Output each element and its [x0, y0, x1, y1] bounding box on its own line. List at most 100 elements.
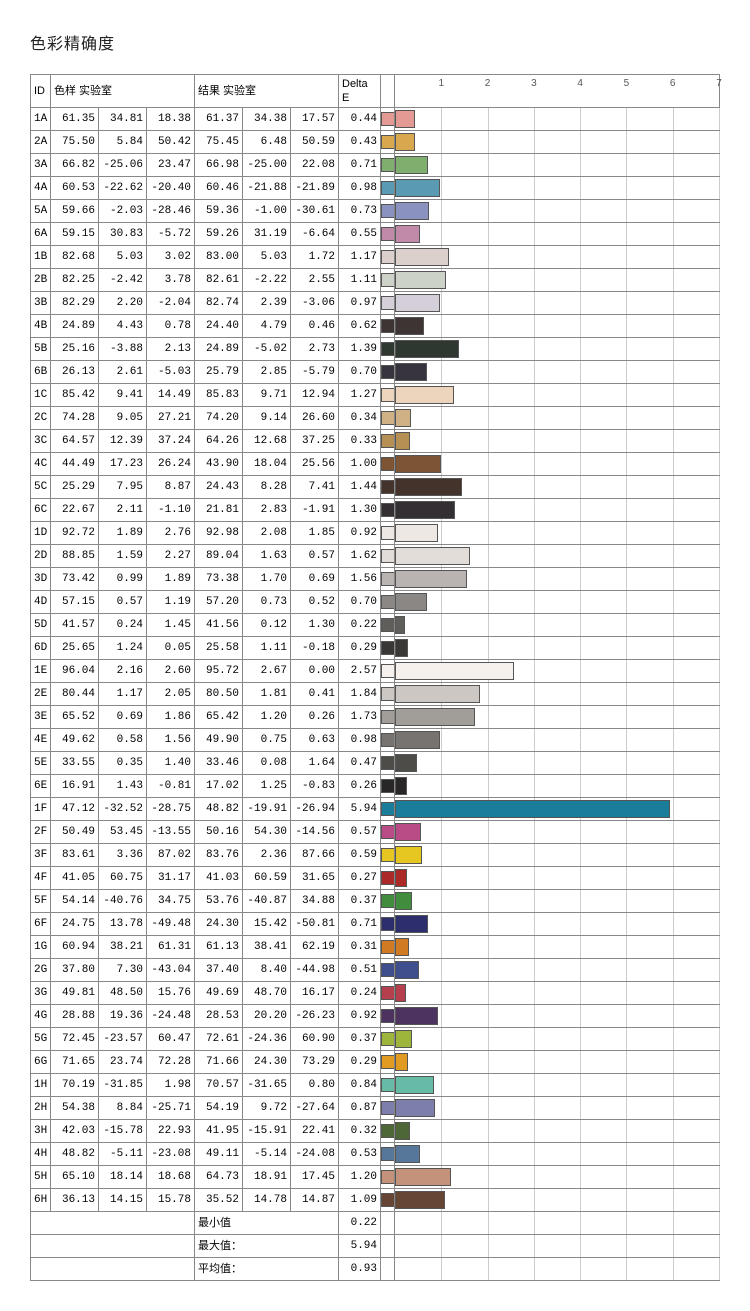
- delta-bar: [395, 961, 419, 979]
- color-swatch: [381, 365, 395, 379]
- cell-result: 83.00: [195, 246, 243, 269]
- cell-swatch: [381, 430, 395, 453]
- cell-id: 4F: [31, 867, 51, 890]
- color-swatch: [381, 710, 395, 724]
- color-swatch: [381, 503, 395, 517]
- summary-blank: [381, 1235, 395, 1258]
- cell-bar: [395, 453, 720, 476]
- cell-sample: 24.75: [51, 913, 99, 936]
- color-swatch: [381, 273, 395, 287]
- cell-sample: -22.62: [99, 177, 147, 200]
- cell-bar: [395, 476, 720, 499]
- color-swatch: [381, 158, 395, 172]
- table-row: 4B 24.89 4.43 0.78 24.40 4.79 0.460.62: [31, 315, 720, 338]
- cell-id: 1D: [31, 522, 51, 545]
- color-swatch: [381, 664, 395, 678]
- cell-sample: 22.67: [51, 499, 99, 522]
- color-swatch: [381, 963, 395, 977]
- cell-result: 2.36: [243, 844, 291, 867]
- cell-sample: 60.75: [99, 867, 147, 890]
- delta-bar: [395, 455, 441, 473]
- delta-bar: [395, 823, 421, 841]
- table-row: 2D 88.85 1.59 2.27 89.04 1.63 0.571.62: [31, 545, 720, 568]
- cell-sample: 92.72: [51, 522, 99, 545]
- cell-sample: 28.88: [51, 1005, 99, 1028]
- cell-result: 34.88: [291, 890, 339, 913]
- cell-result: 60.46: [195, 177, 243, 200]
- cell-result: 59.36: [195, 200, 243, 223]
- cell-sample: 41.05: [51, 867, 99, 890]
- cell-bar: [395, 361, 720, 384]
- cell-result: 73.29: [291, 1051, 339, 1074]
- cell-sample: 22.93: [147, 1120, 195, 1143]
- cell-result: -5.79: [291, 361, 339, 384]
- cell-result: 4.79: [243, 315, 291, 338]
- cell-bar: [395, 545, 720, 568]
- cell-bar: [395, 775, 720, 798]
- cell-delta: 1.39: [339, 338, 381, 361]
- cell-id: 3F: [31, 844, 51, 867]
- cell-sample: 72.28: [147, 1051, 195, 1074]
- cell-sample: 34.75: [147, 890, 195, 913]
- cell-sample: 25.16: [51, 338, 99, 361]
- cell-sample: 60.47: [147, 1028, 195, 1051]
- cell-id: 2H: [31, 1097, 51, 1120]
- cell-id: 6A: [31, 223, 51, 246]
- cell-bar: [395, 131, 720, 154]
- cell-delta: 0.51: [339, 959, 381, 982]
- cell-id: 6F: [31, 913, 51, 936]
- color-swatch: [381, 871, 395, 885]
- cell-sample: 9.41: [99, 384, 147, 407]
- cell-result: 87.66: [291, 844, 339, 867]
- hdr-axis: 1234567: [395, 75, 720, 108]
- cell-sample: -20.40: [147, 177, 195, 200]
- cell-swatch: [381, 476, 395, 499]
- cell-delta: 0.33: [339, 430, 381, 453]
- cell-result: 12.68: [243, 430, 291, 453]
- axis-tick: 1: [439, 77, 445, 91]
- color-swatch: [381, 480, 395, 494]
- cell-result: 15.42: [243, 913, 291, 936]
- color-swatch: [381, 1009, 395, 1023]
- cell-result: 2.83: [243, 499, 291, 522]
- cell-delta: 0.26: [339, 775, 381, 798]
- cell-swatch: [381, 798, 395, 821]
- cell-bar: [395, 384, 720, 407]
- color-swatch: [381, 1147, 395, 1161]
- cell-sample: 14.49: [147, 384, 195, 407]
- cell-sample: 23.47: [147, 154, 195, 177]
- cell-swatch: [381, 1189, 395, 1212]
- cell-sample: -31.85: [99, 1074, 147, 1097]
- cell-sample: -32.52: [99, 798, 147, 821]
- table-row: 4F 41.05 60.75 31.17 41.03 60.59 31.650.…: [31, 867, 720, 890]
- cell-result: 24.30: [195, 913, 243, 936]
- hdr-id: ID: [31, 75, 51, 108]
- cell-result: 85.83: [195, 384, 243, 407]
- cell-id: 3D: [31, 568, 51, 591]
- cell-bar: [395, 407, 720, 430]
- cell-delta: 1.30: [339, 499, 381, 522]
- color-swatch: [381, 227, 395, 241]
- cell-sample: -40.76: [99, 890, 147, 913]
- cell-result: 0.52: [291, 591, 339, 614]
- cell-result: -31.65: [243, 1074, 291, 1097]
- cell-sample: 61.35: [51, 108, 99, 131]
- cell-delta: 0.32: [339, 1120, 381, 1143]
- cell-delta: 0.31: [339, 936, 381, 959]
- cell-id: 4A: [31, 177, 51, 200]
- cell-result: 1.85: [291, 522, 339, 545]
- cell-result: 24.30: [243, 1051, 291, 1074]
- cell-result: 92.98: [195, 522, 243, 545]
- delta-bar: [395, 225, 420, 243]
- cell-sample: 80.44: [51, 683, 99, 706]
- cell-sample: 57.15: [51, 591, 99, 614]
- cell-result: 1.25: [243, 775, 291, 798]
- cell-sample: 66.82: [51, 154, 99, 177]
- cell-result: 49.11: [195, 1143, 243, 1166]
- cell-swatch: [381, 338, 395, 361]
- cell-delta: 1.11: [339, 269, 381, 292]
- cell-bar: [395, 177, 720, 200]
- cell-result: 2.85: [243, 361, 291, 384]
- cell-bar: [395, 936, 720, 959]
- cell-sample: 50.49: [51, 821, 99, 844]
